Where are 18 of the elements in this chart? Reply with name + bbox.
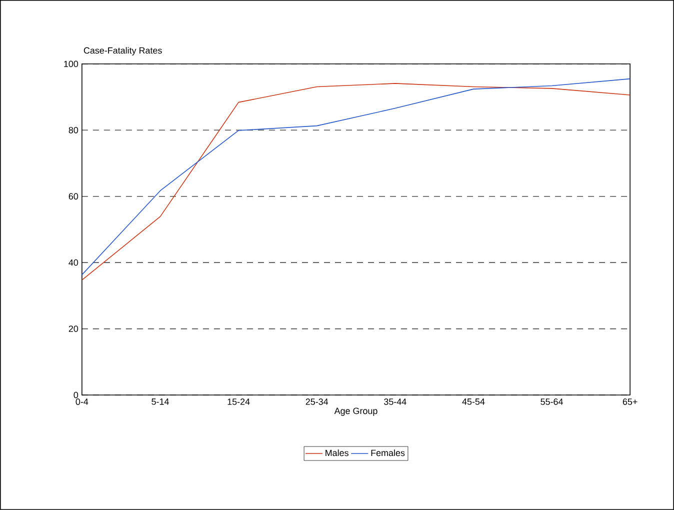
x-axis-title: Age Group <box>334 408 378 416</box>
x-tick-label: 15-24 <box>228 398 250 405</box>
x-tick-label: 5-14 <box>152 398 169 405</box>
x-tick-label: 0-4 <box>76 398 88 405</box>
y-tick-label: 0 <box>74 392 78 398</box>
legend-label: Females <box>371 450 405 456</box>
chart-title: Case-Fatality Rates <box>84 47 162 56</box>
x-tick-label: 45-54 <box>462 398 485 405</box>
y-tick-label: 60 <box>68 193 78 200</box>
y-tick-label: 80 <box>68 126 78 134</box>
y-tick-label: 20 <box>68 326 78 332</box>
x-tick-label: 55-64 <box>540 398 563 405</box>
y-tick-label: 100 <box>64 60 78 68</box>
legend-label: Males <box>326 450 348 456</box>
y-tick-label: 40 <box>68 259 78 266</box>
x-tick-label: 65+ <box>622 398 638 405</box>
x-tick-label: 35-44 <box>384 398 406 405</box>
x-tick-label: 25-34 <box>306 398 328 405</box>
